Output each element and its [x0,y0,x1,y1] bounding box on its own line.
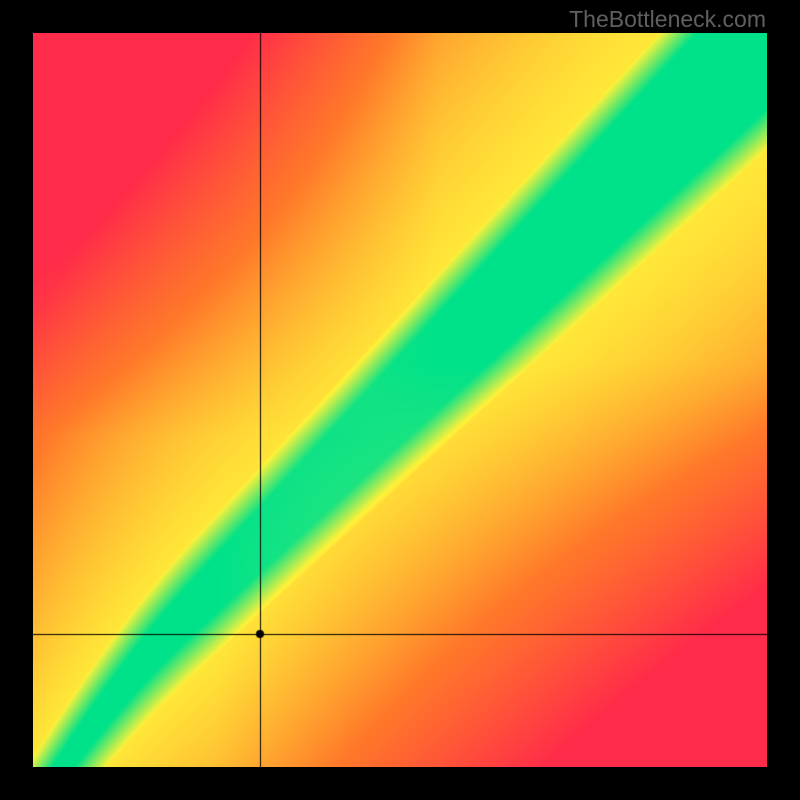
plot-area [33,33,767,767]
chart-frame: TheBottleneck.com [0,0,800,800]
bottleneck-heatmap [33,33,767,767]
watermark-text: TheBottleneck.com [569,6,766,33]
